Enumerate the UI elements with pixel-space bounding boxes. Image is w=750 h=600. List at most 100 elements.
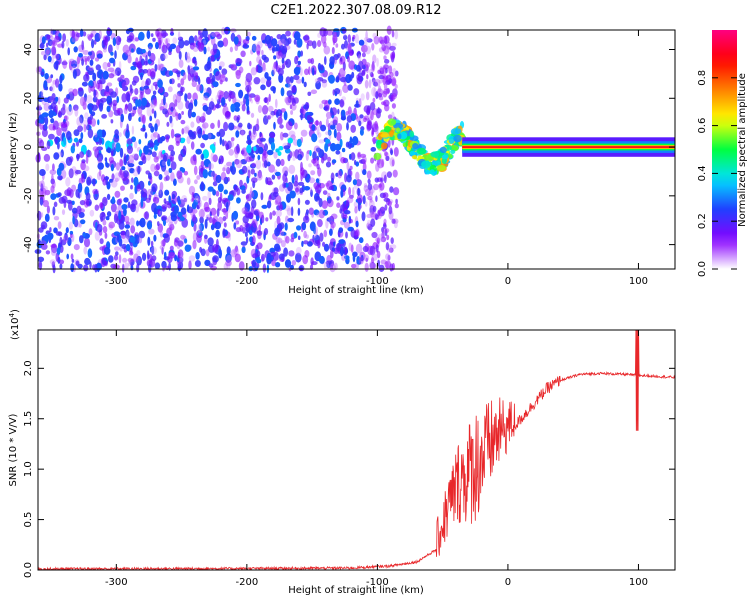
heatmap-cell bbox=[215, 104, 221, 109]
heatmap-cell bbox=[199, 246, 203, 253]
heatmap-cell bbox=[273, 121, 276, 130]
heatmap-cell bbox=[329, 185, 334, 191]
heatmap-cell bbox=[349, 194, 354, 199]
heatmap-cell bbox=[240, 241, 248, 246]
heatmap-cell bbox=[363, 185, 369, 192]
heatmap-cell bbox=[107, 62, 111, 68]
colorbar-tick-label: 0.6 bbox=[697, 118, 708, 134]
heatmap-cell bbox=[87, 128, 94, 139]
heatmap-cell bbox=[343, 34, 348, 41]
heatmap-cell bbox=[310, 170, 316, 176]
heatmap-cell bbox=[203, 234, 208, 244]
heatmap-cell bbox=[360, 254, 364, 262]
colorbar-tick-label: 0.8 bbox=[697, 70, 708, 86]
heatmap-cell bbox=[389, 71, 394, 78]
heatmap-cell bbox=[383, 64, 389, 70]
heatmap-cell bbox=[50, 102, 57, 110]
heatmap-cell bbox=[218, 65, 222, 70]
heatmap-cell bbox=[275, 158, 281, 167]
heatmap-cell bbox=[46, 49, 50, 58]
heatmap-cell bbox=[110, 91, 117, 98]
spectrogram-frame bbox=[37, 29, 676, 270]
heatmap-cell bbox=[297, 197, 301, 206]
snr-series-line bbox=[38, 330, 675, 570]
heatmap-cell bbox=[425, 169, 431, 175]
heatmap-cell bbox=[280, 231, 287, 236]
heatmap-cell bbox=[198, 30, 201, 35]
heatmap-cell bbox=[352, 179, 357, 186]
heatmap-cell bbox=[136, 184, 141, 192]
heatmap-cell bbox=[160, 53, 166, 62]
heatmap-cell bbox=[244, 221, 249, 228]
heatmap-cell bbox=[346, 174, 352, 183]
heatmap-cell bbox=[271, 174, 276, 180]
heatmap-cell bbox=[263, 97, 269, 103]
heatmap-cell bbox=[160, 135, 166, 142]
heatmap-cell bbox=[365, 30, 368, 41]
heatmap-cell bbox=[222, 216, 227, 222]
heatmap-cell bbox=[317, 239, 321, 249]
heatmap-cell bbox=[84, 112, 89, 120]
heatmap-cell bbox=[55, 62, 59, 71]
heatmap-cell bbox=[152, 131, 159, 138]
heatmap-cell bbox=[246, 144, 252, 154]
heatmap-cell bbox=[391, 92, 397, 100]
heatmap-cell bbox=[146, 188, 154, 198]
heatmap-cell bbox=[348, 60, 356, 70]
heatmap-cell bbox=[141, 97, 148, 107]
heatmap-cell bbox=[387, 118, 397, 126]
heatmap-cell bbox=[226, 145, 229, 150]
heatmap-cell bbox=[248, 94, 252, 102]
heatmap-cell bbox=[260, 192, 264, 201]
heatmap-cell bbox=[74, 59, 78, 65]
heatmap-cell bbox=[291, 174, 295, 184]
heatmap-cell bbox=[97, 162, 104, 170]
heatmap-cell bbox=[234, 106, 240, 112]
heatmap-cell bbox=[232, 95, 237, 105]
heatmap-cell bbox=[102, 47, 108, 53]
heatmap-cell bbox=[219, 192, 223, 202]
heatmap-cell bbox=[382, 76, 386, 86]
heatmap-cell bbox=[311, 133, 318, 143]
heatmap-cell bbox=[279, 131, 284, 141]
heatmap-cell bbox=[371, 257, 375, 264]
heatmap-cell bbox=[300, 106, 304, 115]
heatmap-cell bbox=[69, 189, 74, 198]
heatmap-cell bbox=[313, 182, 320, 190]
heatmap-cell bbox=[168, 222, 174, 228]
heatmap-cell bbox=[309, 221, 316, 232]
heatmap-cell bbox=[279, 222, 285, 230]
heatmap-cell bbox=[64, 232, 68, 241]
heatmap-cell bbox=[122, 52, 129, 61]
heatmap-cell bbox=[330, 107, 333, 117]
heatmap-cell bbox=[108, 110, 114, 118]
heatmap-cell bbox=[184, 238, 188, 244]
heatmap-cell bbox=[373, 183, 379, 191]
heatmap-cell bbox=[67, 47, 70, 56]
heatmap-cell bbox=[336, 202, 341, 208]
heatmap-cell bbox=[193, 222, 197, 232]
heatmap-cell bbox=[337, 108, 340, 115]
heatmap-cell bbox=[319, 27, 327, 37]
heatmap-cell bbox=[358, 237, 364, 244]
heatmap-cell bbox=[112, 99, 118, 107]
heatmap-cell bbox=[284, 83, 291, 88]
heatmap-cell bbox=[229, 165, 233, 172]
heatmap-cell bbox=[359, 128, 364, 136]
heatmap-cell bbox=[275, 111, 279, 118]
heatmap-cell bbox=[136, 220, 140, 227]
heatmap-cell bbox=[37, 66, 43, 73]
heatmap-cell bbox=[371, 231, 378, 239]
heatmap-cell bbox=[80, 219, 86, 225]
heatmap-cell bbox=[57, 96, 61, 105]
heatmap-cell bbox=[349, 170, 353, 177]
heatmap-cell bbox=[101, 114, 107, 119]
heatmap-cell bbox=[240, 130, 245, 137]
heatmap-cell bbox=[293, 231, 298, 239]
heatmap-cell bbox=[66, 106, 74, 116]
heatmap-cell bbox=[244, 231, 248, 238]
heatmap-cell bbox=[232, 161, 235, 169]
heatmap-cell bbox=[273, 55, 277, 60]
heatmap-cell bbox=[68, 58, 76, 65]
heatmap-cell bbox=[375, 244, 379, 253]
